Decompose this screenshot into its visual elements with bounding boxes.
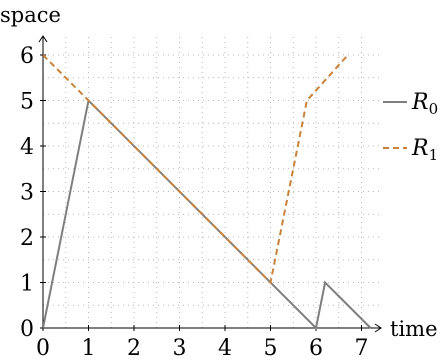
y-tick-label: 6 — [20, 44, 34, 69]
y-tick-label: 2 — [20, 226, 34, 251]
x-tick-label: 2 — [127, 336, 141, 361]
y-axis-arrow-icon — [38, 35, 48, 43]
x-tick-label: 4 — [218, 336, 232, 361]
ticks: 0 1 2 3 4 5 6 7 0 1 2 3 4 5 6 — [20, 44, 369, 361]
series-line-r0 — [43, 98, 372, 330]
x-axis-label: time — [390, 317, 438, 341]
y-tick-label: 0 — [20, 317, 34, 342]
y-tick-label: 1 — [20, 272, 34, 297]
x-tick-label: 0 — [36, 336, 50, 361]
y-tick-label: 3 — [20, 181, 34, 206]
x-tick-label: 5 — [264, 336, 278, 361]
axes: space time — [0, 3, 438, 341]
x-tick-label: 3 — [173, 336, 187, 361]
y-tick-label: 5 — [20, 90, 34, 115]
grid — [43, 36, 380, 328]
legend-label-r0: R0 — [411, 90, 438, 118]
x-tick-label: 1 — [82, 336, 96, 361]
x-axis-arrow-icon — [374, 323, 382, 333]
legend-label-r1: R1 — [411, 136, 438, 164]
x-tick-label: 6 — [309, 336, 323, 361]
series-group — [43, 54, 372, 330]
y-tick-label: 4 — [20, 135, 34, 160]
x-tick-label: 7 — [355, 336, 369, 361]
y-axis-label: space — [0, 3, 61, 27]
series-line-r1 — [43, 54, 349, 285]
legend: R0 R1 — [383, 90, 438, 164]
